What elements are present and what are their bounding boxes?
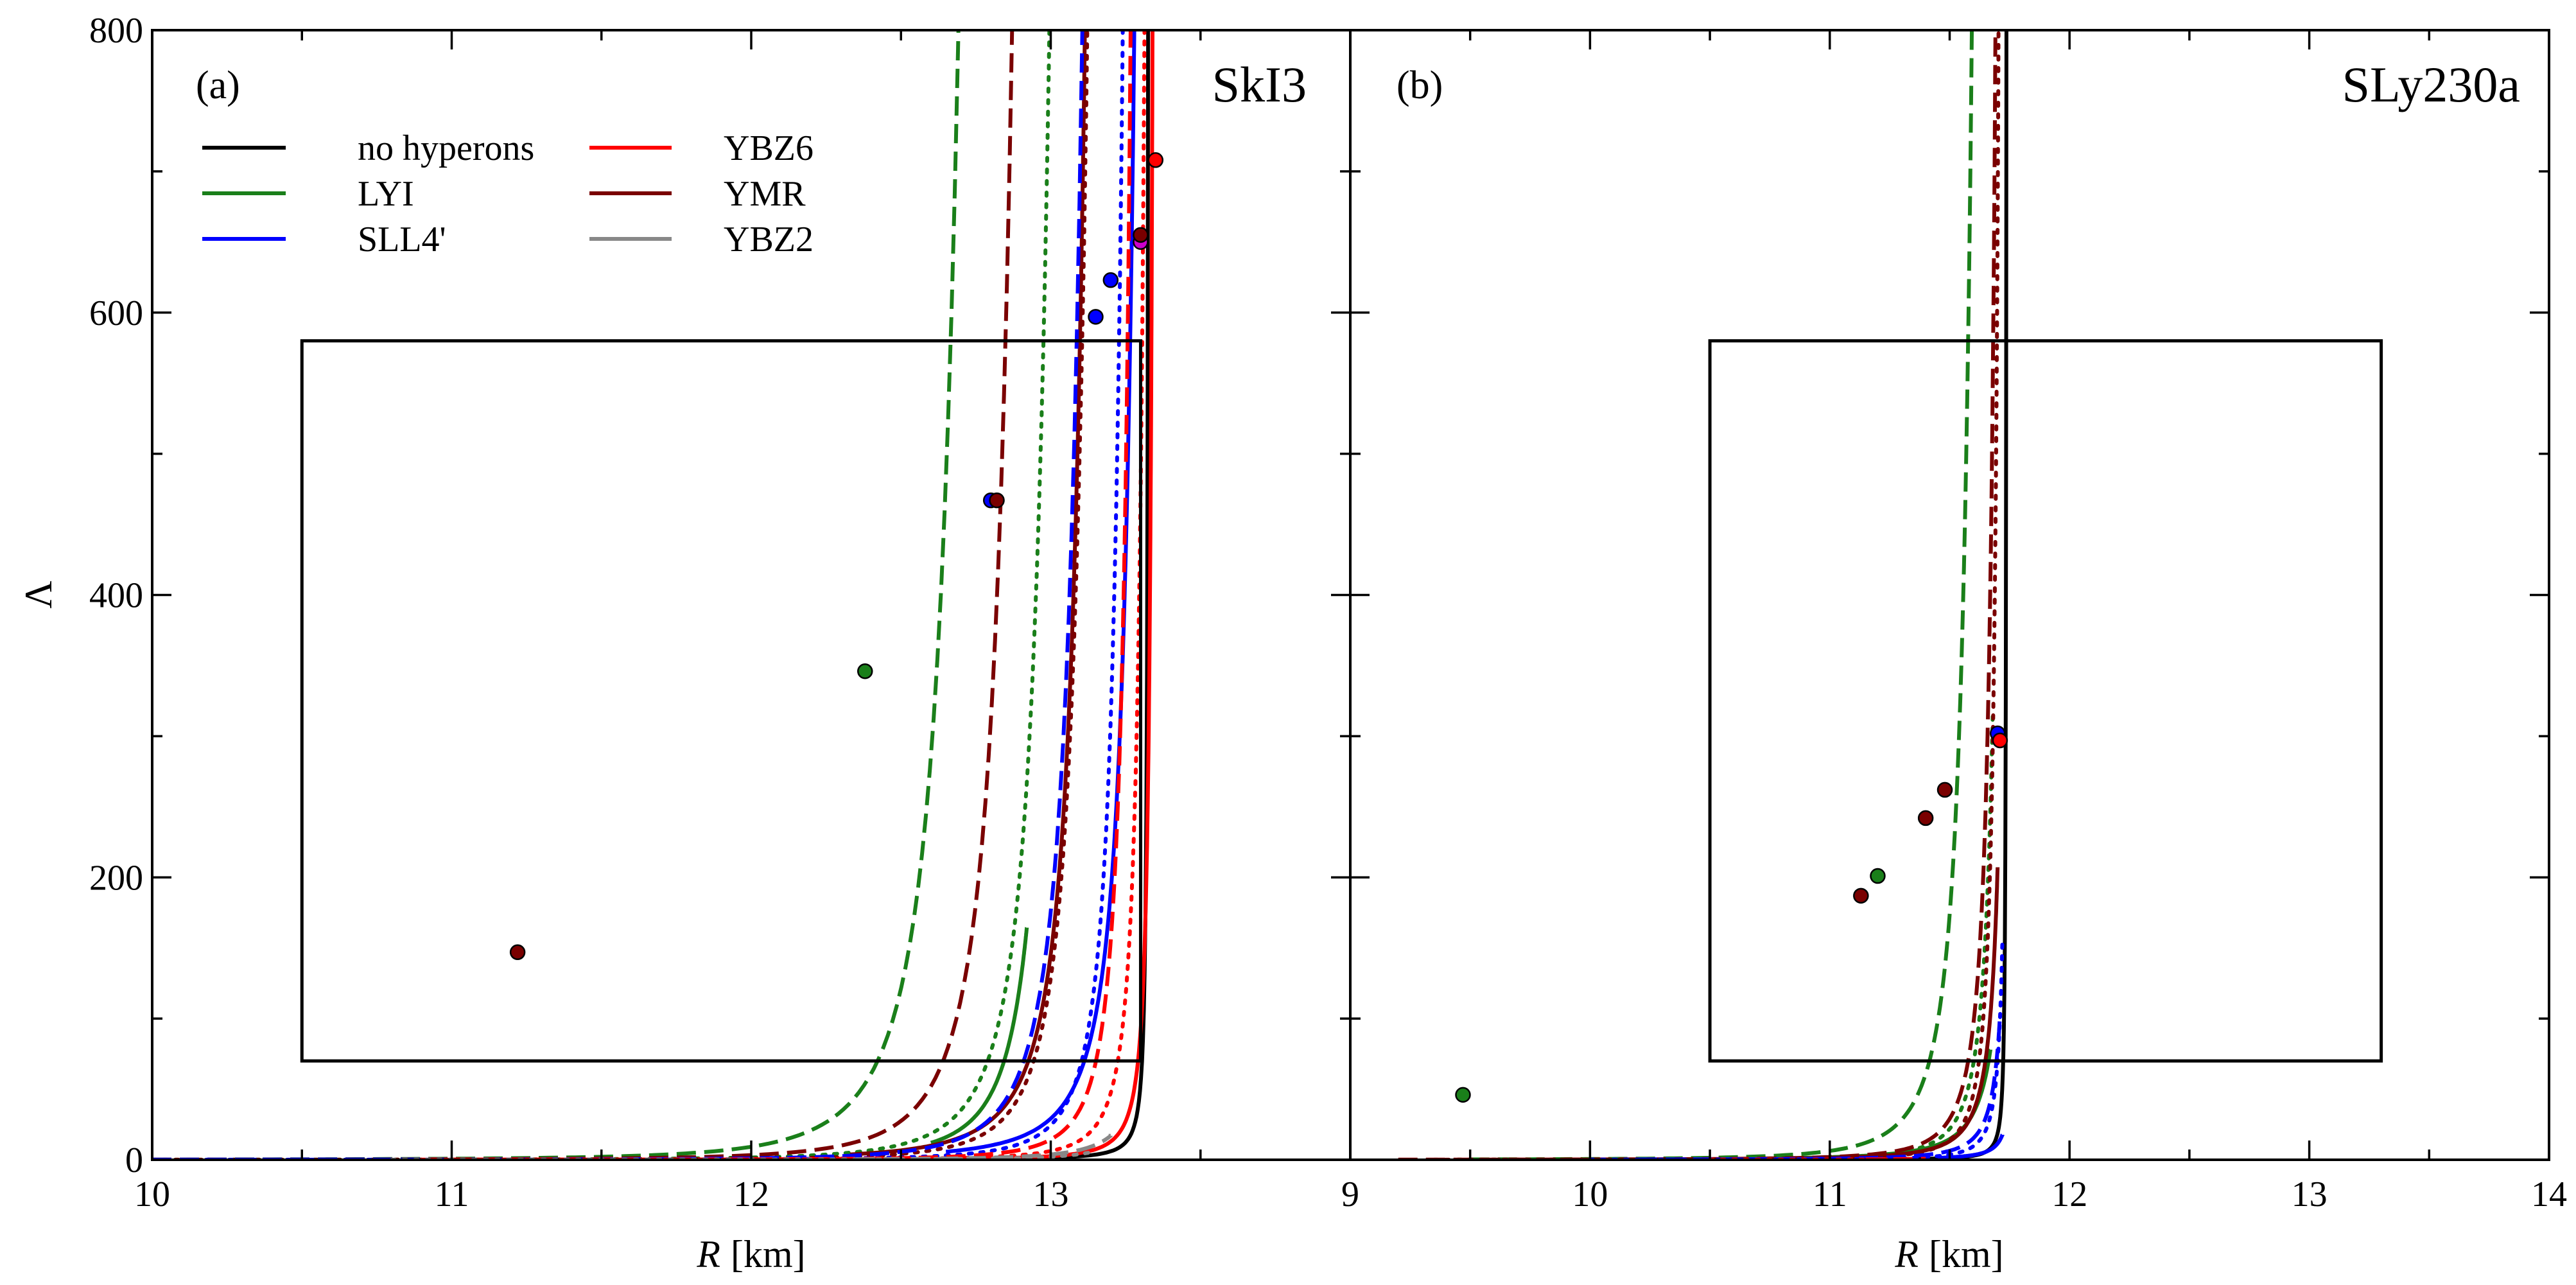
panel-label-a: (a) <box>196 64 240 107</box>
constraint-box-b <box>1708 339 2383 1063</box>
x-tick-label: 10 <box>134 1175 170 1214</box>
legend-label: YMR <box>724 174 806 214</box>
x-tick-label: 14 <box>2531 1175 2567 1214</box>
y-tick-label: 600 <box>89 293 143 333</box>
model-name-a: SkI3 <box>1212 57 1307 112</box>
data-point <box>1917 810 1934 826</box>
series-line <box>152 30 1052 1160</box>
x-tick-label: 13 <box>2292 1175 2328 1214</box>
x-axis-title-a: R [km] <box>696 1233 805 1275</box>
x-tick-label: 11 <box>1813 1175 1847 1214</box>
series-line <box>1432 30 2001 1160</box>
model-name-b: SLy230a <box>2342 57 2520 112</box>
legend: no hyperons LYI SLL4' YBZ6 YMR YBZ2 <box>202 128 814 259</box>
panel-label-b: (b) <box>1397 64 1443 107</box>
points-b <box>1455 725 2008 1103</box>
y-axis-title-a: Λ <box>17 581 60 609</box>
y-tick-label: 400 <box>89 576 143 616</box>
y-tick-label: 800 <box>89 11 143 51</box>
x-tick-label: 12 <box>733 1175 769 1214</box>
data-point <box>1133 227 1149 243</box>
legend-label: SLL4' <box>358 220 446 259</box>
y-tick-label: 0 <box>125 1141 143 1180</box>
x-axis-unit-b: [km] <box>1929 1233 2004 1275</box>
x-axis-unit-a: [km] <box>731 1233 806 1275</box>
data-point <box>857 663 873 679</box>
series-line <box>152 30 961 1160</box>
legend-label: no hyperons <box>358 128 534 168</box>
x-axis-symbol-b: R <box>1894 1233 1919 1275</box>
series-line <box>152 30 1084 1160</box>
constraint-box-a <box>300 339 1142 1063</box>
points-a <box>509 152 1164 961</box>
data-point <box>1936 782 1953 798</box>
series-line <box>1638 1015 2002 1160</box>
x-tick-label: 9 <box>1341 1175 1359 1214</box>
data-point <box>1870 868 1886 884</box>
x-axis-title-b: R [km] <box>1894 1233 2003 1275</box>
legend-label: YBZ6 <box>724 128 814 168</box>
series-line <box>152 30 1090 1160</box>
panel-a: 10 11 12 13 0 200 400 600 800 (a) SkI3 no hypero… <box>17 11 1352 1275</box>
series-line <box>849 30 1087 1157</box>
x-tick-label: 13 <box>1033 1175 1069 1214</box>
data-point <box>1992 732 2008 749</box>
series-line <box>1470 30 1974 1160</box>
data-point <box>1088 309 1104 325</box>
series-line <box>1588 937 2005 1160</box>
legend-label: YBZ2 <box>724 220 814 259</box>
y-tick-label: 200 <box>89 858 143 898</box>
data-point <box>1102 272 1119 288</box>
x-tick-label: 10 <box>1572 1175 1608 1214</box>
series-line <box>1456 708 1995 1160</box>
data-point <box>1147 152 1164 168</box>
series-line <box>1782 867 2000 1160</box>
series-line <box>466 30 1151 1160</box>
constraint-box <box>300 339 1142 1063</box>
legend-label: LYI <box>358 174 414 214</box>
data-point <box>1455 1087 1471 1103</box>
ticks-b: 9 10 11 12 13 14 <box>1341 29 2567 1214</box>
constraint-box <box>1708 339 2383 1063</box>
series-line <box>1937 1133 2005 1160</box>
series-line <box>1638 30 2008 1160</box>
series-line <box>204 30 1125 1160</box>
data-point <box>509 944 526 961</box>
series-line <box>930 927 1029 1145</box>
axes-frame-b <box>1349 29 2550 1161</box>
x-tick-label: 12 <box>2051 1175 2087 1214</box>
series-line <box>1398 30 1997 1160</box>
ticks-a: 10 11 12 13 0 200 400 600 800 <box>89 11 1352 1214</box>
x-tick-label: 11 <box>435 1175 469 1214</box>
series-line <box>945 30 1136 1154</box>
panel-b: 9 10 11 12 13 14 (b) SLy230a R [km] <box>1341 29 2567 1275</box>
x-axis-symbol-a: R <box>696 1233 720 1275</box>
data-point <box>1853 887 1869 904</box>
series-line <box>152 30 1014 1160</box>
curves-b <box>1398 30 2008 1160</box>
data-point <box>989 492 1005 509</box>
